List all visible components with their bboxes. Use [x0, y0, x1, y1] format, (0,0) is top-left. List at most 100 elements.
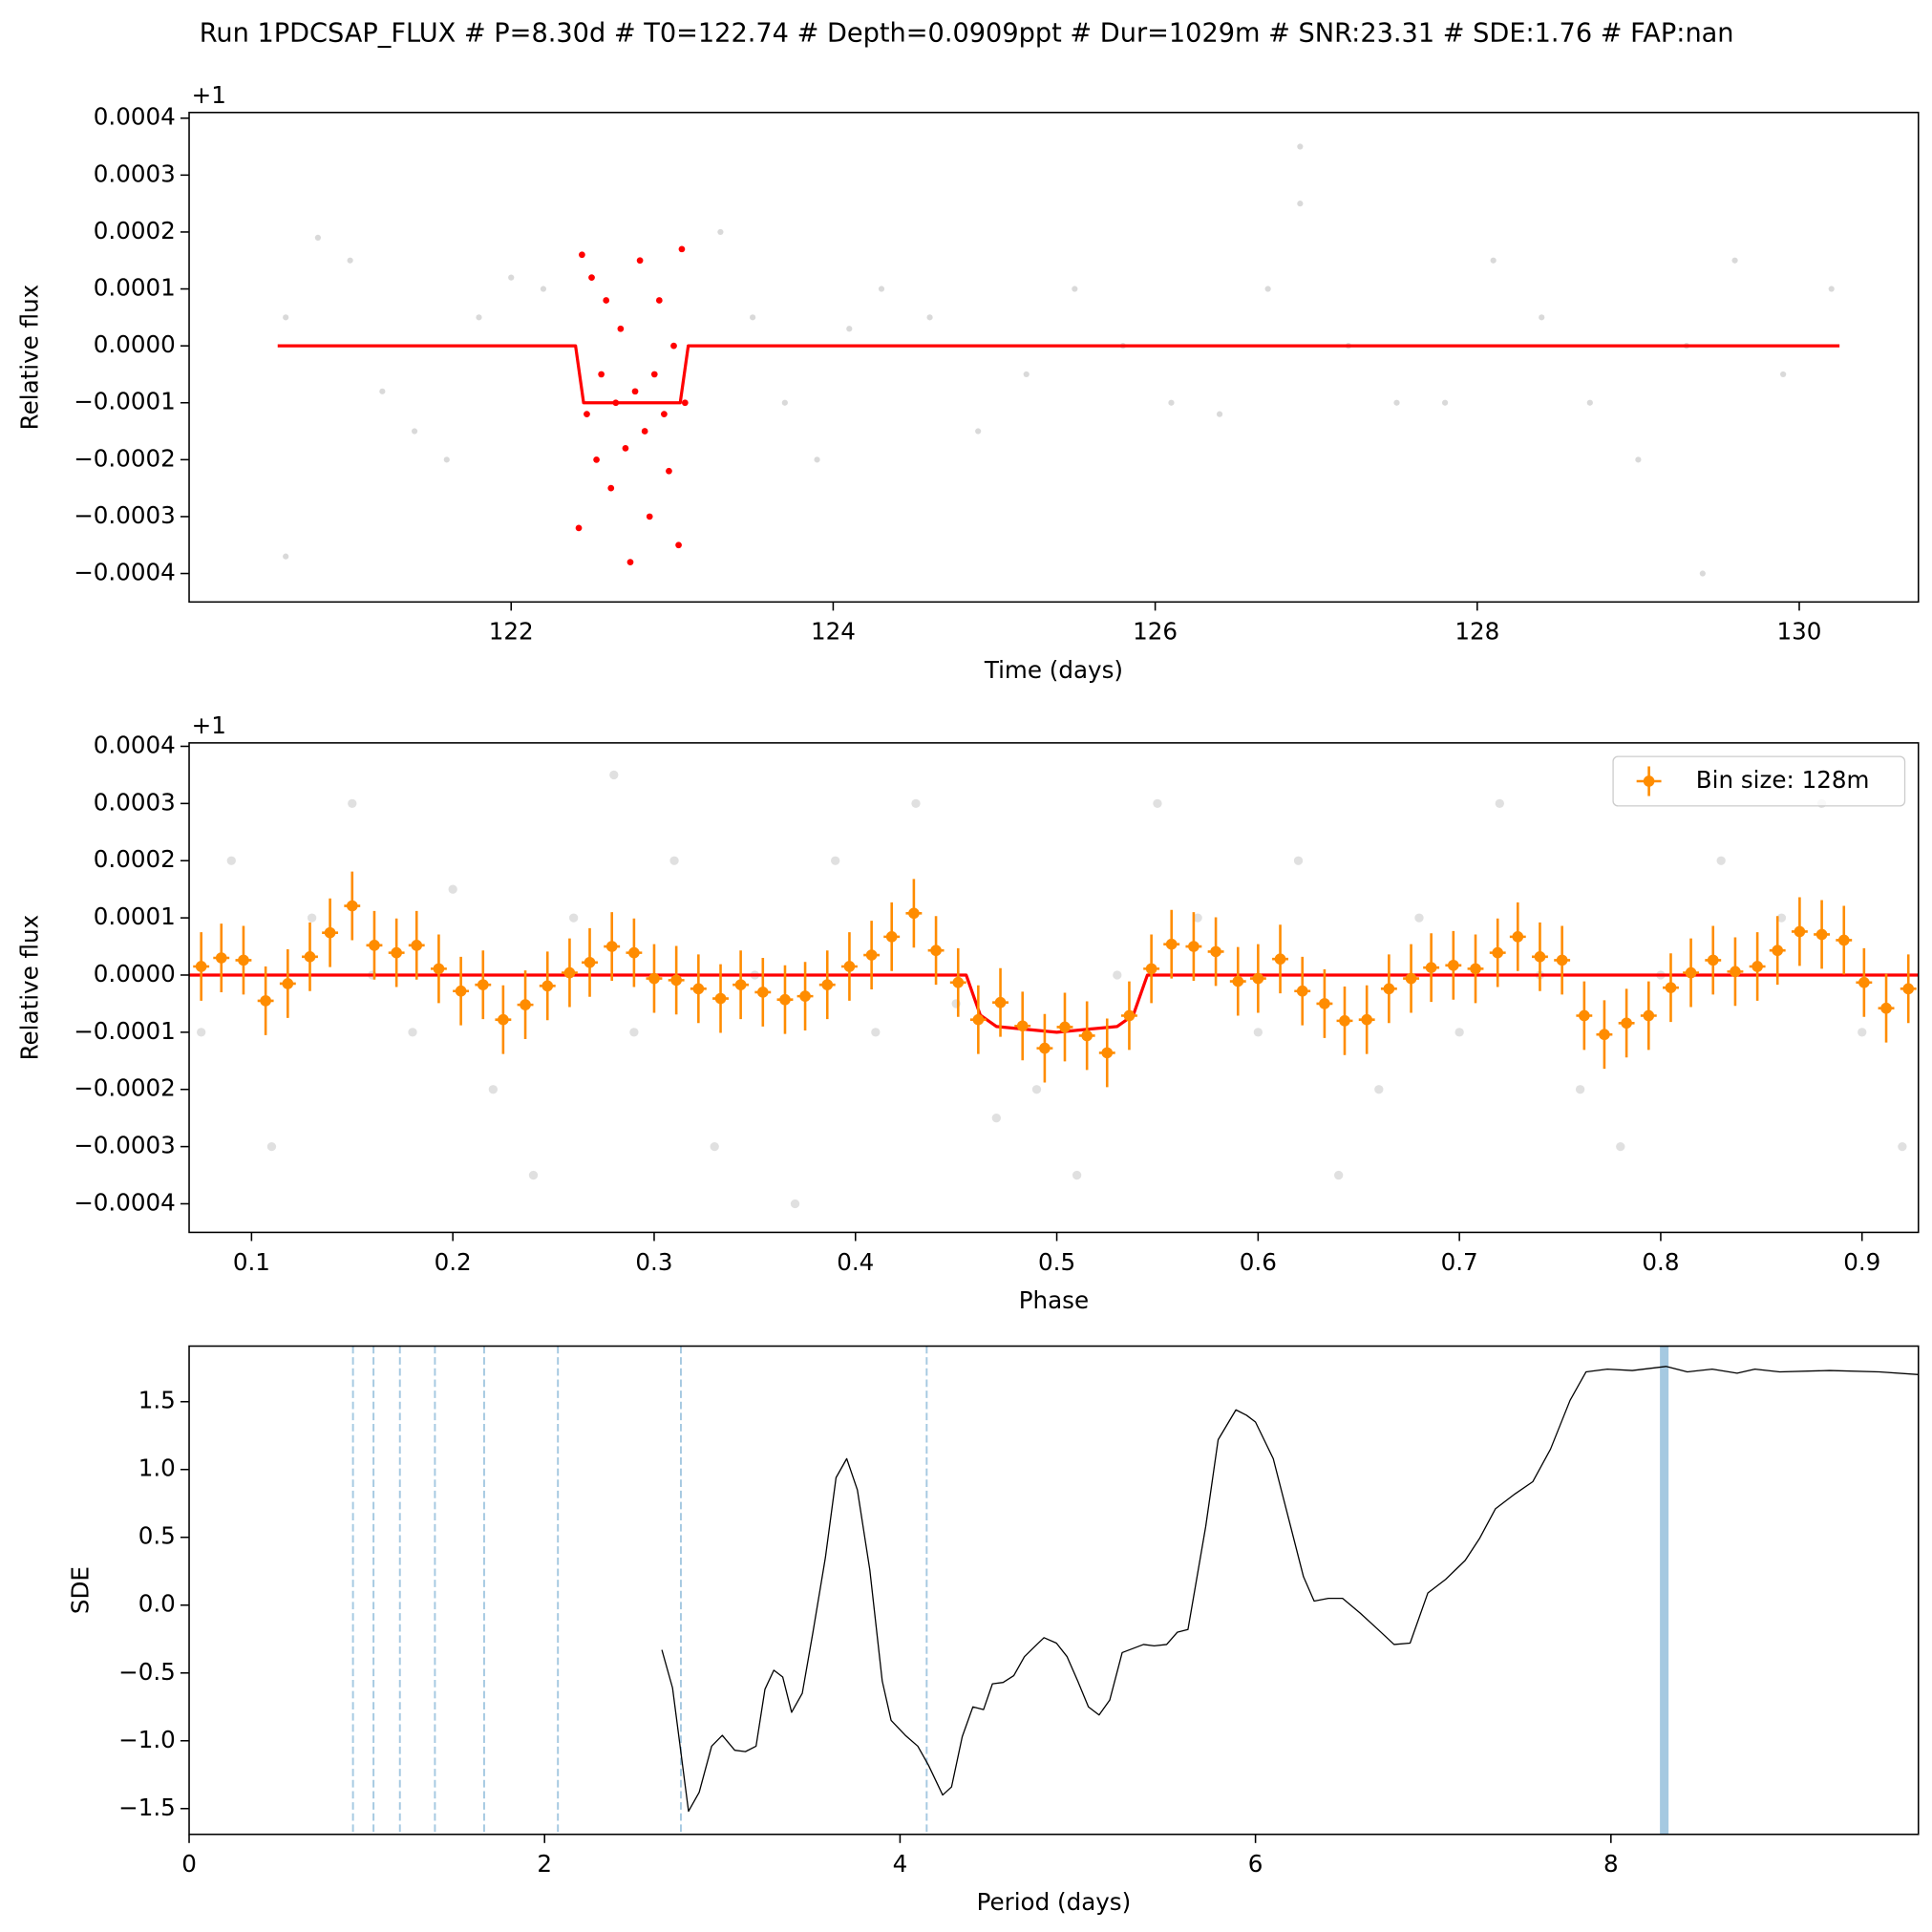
bin-point [1707, 954, 1719, 966]
data-point [1023, 371, 1030, 378]
bin-point [1902, 983, 1915, 995]
bin-point [498, 1013, 509, 1026]
plot-area [351, 1346, 1919, 1835]
x-axis-label: Phase [1019, 1286, 1089, 1314]
data-point [655, 297, 663, 304]
data-point [650, 371, 658, 378]
data-point [1575, 1085, 1585, 1094]
bin-point [260, 995, 271, 1007]
bin-point [1210, 945, 1221, 958]
data-point [226, 856, 236, 865]
bin-point [1339, 1015, 1350, 1027]
bin-point [1232, 975, 1244, 987]
bin-point [734, 979, 747, 990]
data-point [411, 428, 418, 435]
bin-point [1059, 1021, 1071, 1033]
data-point [1539, 314, 1545, 321]
bin-point [324, 926, 336, 939]
bin-point [369, 940, 380, 951]
y-tick-label: 0.0003 [94, 159, 176, 187]
plot-area [277, 143, 1840, 577]
data-point [1193, 913, 1202, 923]
bin-point [972, 1013, 985, 1026]
data-point [1635, 456, 1642, 463]
bin-point [952, 976, 965, 988]
data-point [1454, 1028, 1464, 1037]
data-point [476, 314, 482, 321]
x-tick-label: 128 [1454, 618, 1499, 646]
data-line [277, 344, 1840, 405]
x-tick-label: 0.6 [1240, 1248, 1277, 1276]
bin-point [670, 974, 682, 987]
y-tick-label: 0.0001 [94, 274, 176, 302]
data-point [379, 388, 386, 394]
axes-frame [188, 742, 1920, 1234]
data-point [1297, 201, 1304, 207]
data-point [846, 326, 853, 332]
data-point [790, 1199, 800, 1209]
bin-point [821, 979, 834, 990]
y-tick-label: 0.0003 [94, 788, 176, 816]
data-point [283, 314, 289, 321]
data-point [1490, 257, 1497, 264]
data-point [1072, 1170, 1082, 1180]
data-point [579, 251, 585, 259]
bin-point [391, 946, 402, 959]
data-point [717, 228, 724, 236]
data-point [641, 428, 648, 435]
x-tick-label: 0.4 [837, 1248, 874, 1276]
bin-point [477, 979, 489, 990]
bin-point [1858, 976, 1870, 988]
y-tick-label: 1.0 [138, 1454, 176, 1482]
bin-point [756, 987, 769, 998]
data-point [629, 1028, 639, 1037]
bin-point [541, 980, 554, 992]
x-tick-label: 0.1 [233, 1248, 270, 1276]
x-tick-label: 126 [1133, 618, 1178, 646]
y-axis-label: Relative flux [15, 285, 43, 431]
data-point [1264, 286, 1271, 292]
data-point [1334, 1170, 1344, 1180]
bin-point [1016, 1020, 1029, 1032]
data-point [1699, 570, 1706, 577]
y-tick-label: −0.0001 [74, 388, 176, 415]
data-point [540, 286, 547, 292]
x-tick-label: 4 [893, 1850, 908, 1878]
data-point [646, 513, 653, 520]
data-point [631, 388, 639, 395]
bin-point [411, 940, 423, 951]
bin-point [238, 954, 249, 966]
bin-point [994, 996, 1007, 1008]
data-point [1441, 399, 1449, 406]
data-point [781, 399, 788, 406]
x-tick-label: 0.9 [1843, 1248, 1880, 1276]
y-tick-label: −0.5 [118, 1658, 176, 1686]
data-point [1495, 798, 1504, 809]
bin-point [1188, 941, 1200, 952]
bin-point [1772, 945, 1784, 957]
bin-point [692, 983, 705, 995]
y-tick-label: −0.0003 [74, 501, 176, 529]
bin-point [455, 985, 467, 997]
data-point [408, 1028, 417, 1037]
y-tick-label: 0.0001 [94, 902, 176, 930]
bin-point [1274, 953, 1286, 966]
data-point [669, 856, 679, 865]
bin-point [1880, 1002, 1892, 1014]
data-point [575, 524, 583, 532]
bin-point [520, 999, 531, 1010]
figure-title: Run 1PDCSAP_FLUX # P=8.30d # T0=122.74 #… [200, 19, 1734, 49]
bin-point [1296, 985, 1308, 997]
data-point [661, 411, 668, 418]
bin-point [865, 949, 878, 961]
bin-point [346, 900, 358, 912]
y-tick-label: 0.0000 [94, 960, 176, 987]
data-point [1828, 286, 1835, 292]
bin-point [1081, 1030, 1093, 1042]
data-point [831, 856, 840, 865]
bin-point [1621, 1017, 1632, 1030]
data-point [314, 234, 322, 242]
x-tick-label: 6 [1248, 1850, 1263, 1878]
y-tick-label: 0.0 [138, 1590, 176, 1618]
